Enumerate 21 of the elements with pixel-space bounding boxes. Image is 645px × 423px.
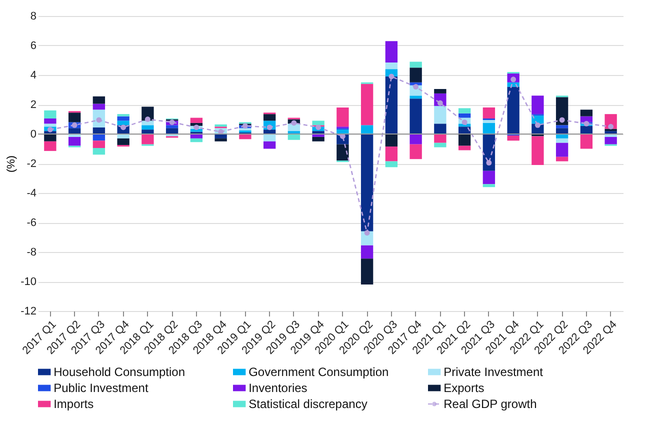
legend-label: Government Consumption xyxy=(248,365,389,379)
y-tick-label: -10 xyxy=(20,276,36,288)
legend-label: Statistical discrepancy xyxy=(248,397,368,411)
legend-label: Exports xyxy=(444,381,484,395)
legend-label: Imports xyxy=(54,397,94,411)
legend-label: Real GDP growth xyxy=(444,397,537,411)
legend-label: Private Investment xyxy=(444,365,544,379)
y-tick-label: -4 xyxy=(26,188,36,200)
y-tick-label: 8 xyxy=(30,10,36,22)
y-tick-label: -6 xyxy=(26,217,36,229)
legend-label: Household Consumption xyxy=(54,365,186,379)
legend-label: Inventories xyxy=(248,381,308,395)
y-tick-label: 6 xyxy=(30,40,36,52)
y-tick-label: -2 xyxy=(26,158,36,170)
y-axis-title: (%) xyxy=(6,155,18,173)
legend-label: Public Investment xyxy=(54,381,149,395)
y-tick-label: -8 xyxy=(26,246,36,258)
y-tick-label: -12 xyxy=(20,306,36,318)
y-tick-label: 4 xyxy=(30,70,36,82)
y-tick-label: 0 xyxy=(30,128,36,140)
y-tick-label: 2 xyxy=(30,99,36,111)
